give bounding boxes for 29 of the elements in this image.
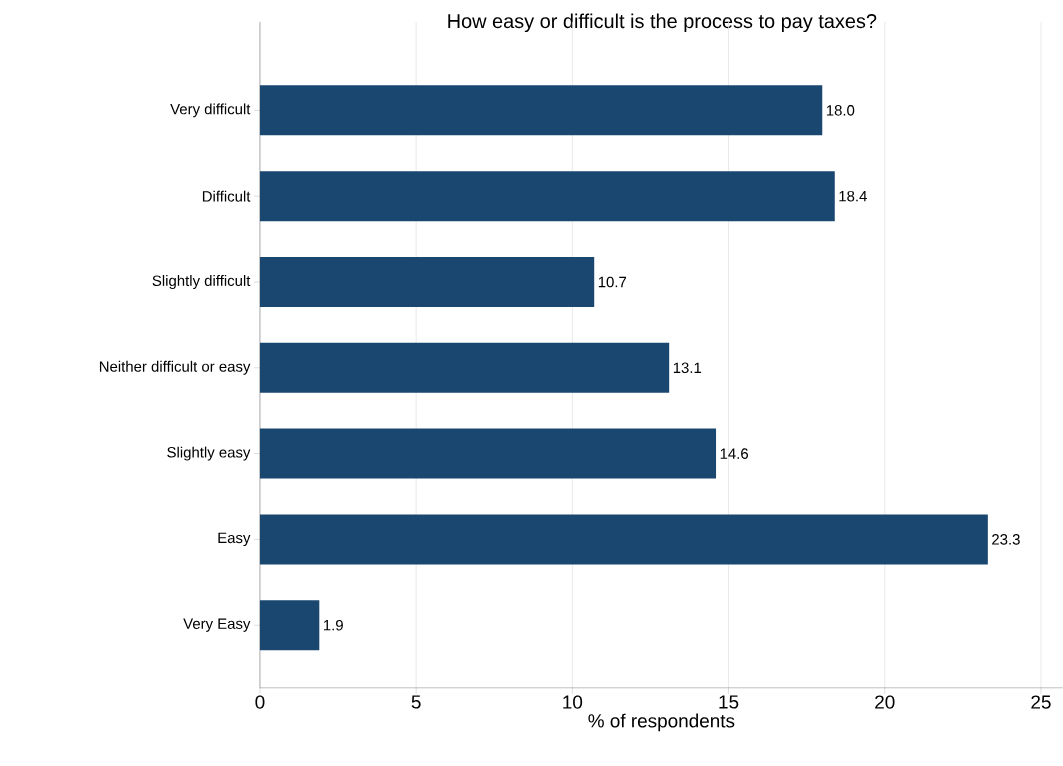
data-label: 10.7 — [598, 276, 627, 288]
y-tick-label: Slightly difficult — [152, 275, 251, 290]
bar — [259, 171, 835, 222]
y-tick-label: Very difficult — [170, 103, 251, 118]
data-label: 14.6 — [720, 448, 748, 459]
data-label: 18.0 — [826, 105, 855, 116]
chart-title: How easy or difficult is the process to pay taxes? — [448, 13, 877, 33]
x-tick-label: 5 — [411, 695, 421, 709]
x-tick-label: 10 — [563, 695, 583, 709]
data-label: 23.3 — [992, 534, 1020, 545]
data-label: 13.1 — [673, 362, 702, 374]
x-axis-title: % of respondents — [588, 713, 735, 732]
y-tick-label: Difficult — [202, 190, 251, 202]
bar — [259, 257, 595, 308]
bar — [259, 514, 988, 565]
y-tick-label: Neither difficult or easy — [99, 360, 251, 375]
data-label: 18.4 — [839, 190, 867, 202]
y-tick-label: Slightly easy — [167, 446, 251, 461]
x-tick-label: 15 — [719, 695, 739, 709]
bar — [259, 600, 320, 651]
y-tick-label: Very Easy — [183, 618, 251, 632]
x-tick-label: 25 — [1031, 695, 1051, 709]
x-tick-label: 0 — [255, 695, 265, 709]
y-tick-label: Easy — [218, 532, 251, 547]
bar — [259, 85, 823, 136]
x-tick-label: 20 — [875, 695, 895, 709]
data-label: 1.9 — [323, 620, 343, 631]
bar — [259, 342, 670, 393]
bar — [259, 428, 717, 479]
